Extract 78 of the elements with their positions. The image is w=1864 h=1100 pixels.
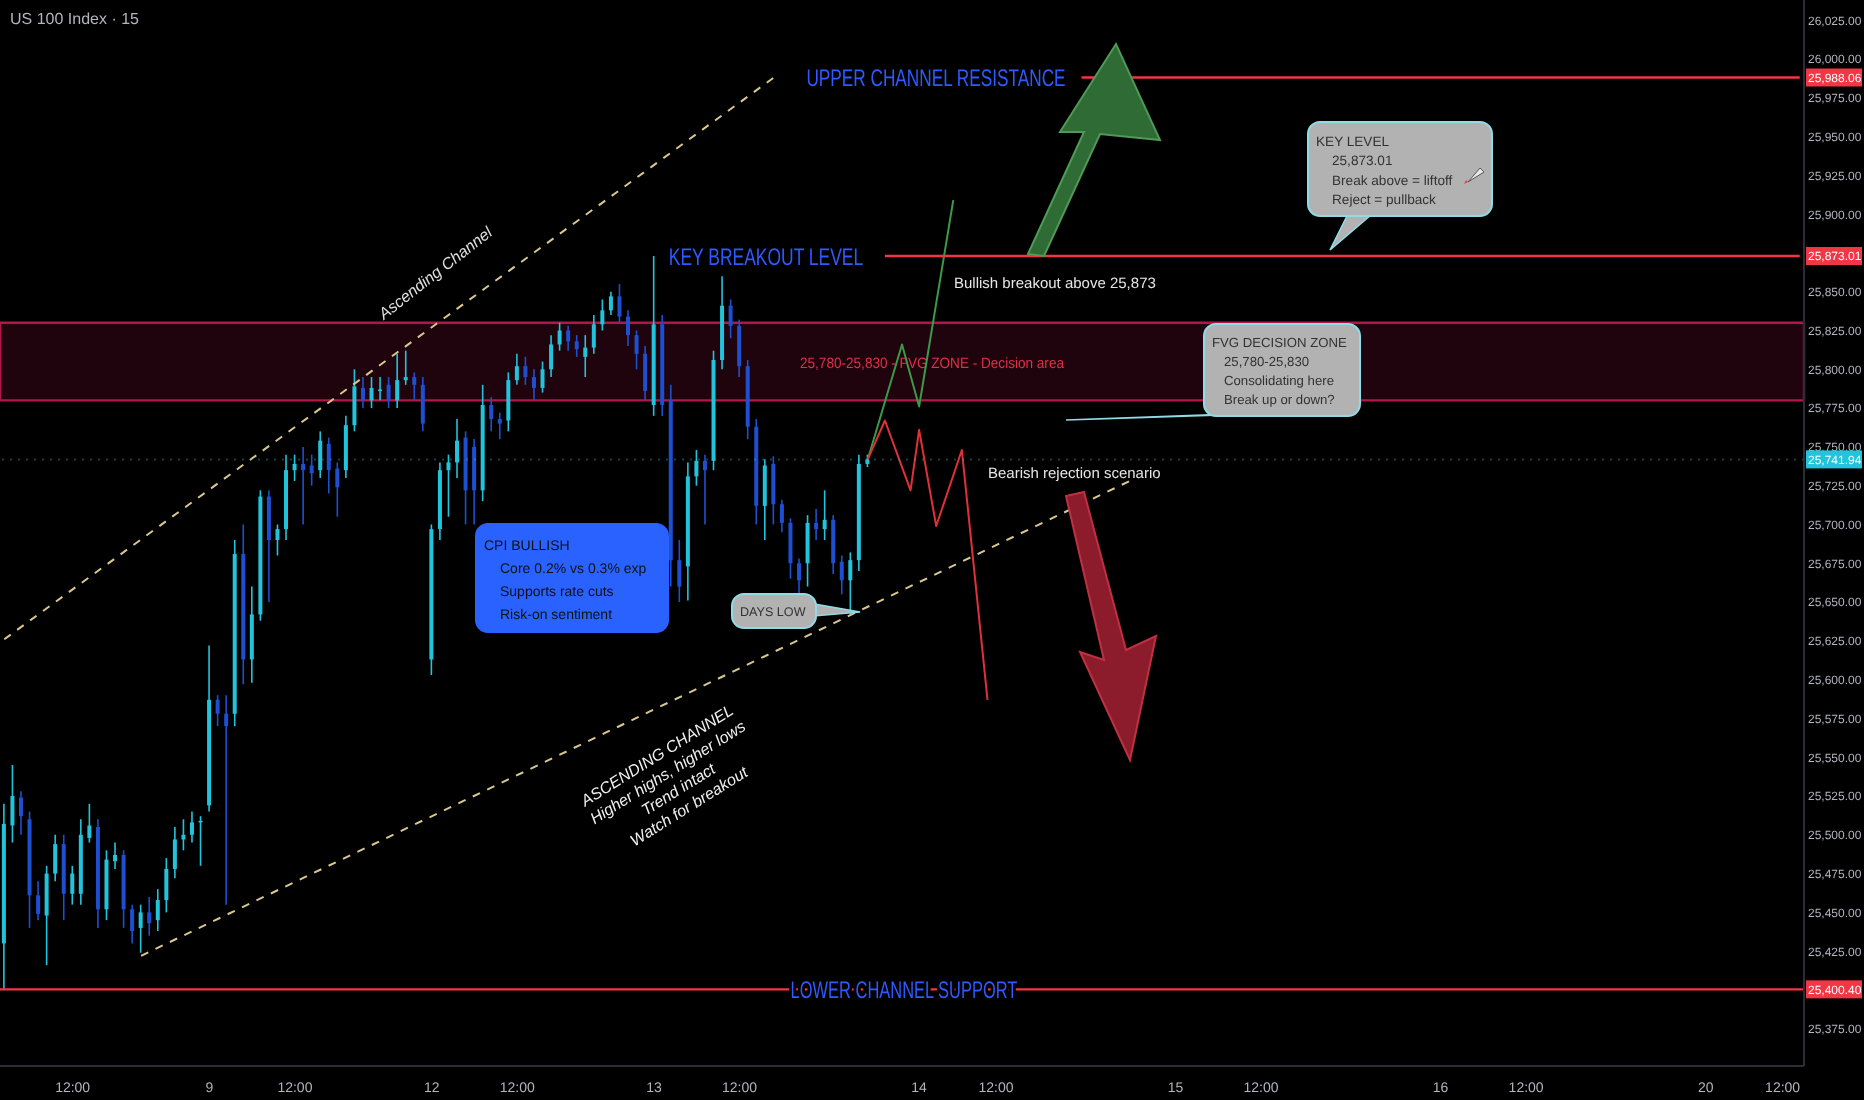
candlestick [309,453,314,487]
candlestick [839,554,844,596]
candlestick [600,298,605,332]
candlestick [369,376,374,409]
ref-line-label: KEY BREAKOUT LEVEL [668,243,937,272]
candlestick [566,325,571,352]
candlestick [164,857,169,914]
candlestick [805,514,810,588]
candlestick [189,810,194,844]
candlestick [583,334,588,378]
candlestick [147,896,152,937]
candlestick [506,371,511,433]
candlestick [420,376,425,433]
candlestick [446,453,451,518]
candlestick [677,539,682,603]
candlestick [224,694,229,906]
candlestick [130,903,135,945]
candlestick [113,841,118,870]
candlestick [737,318,742,378]
ref-line-label: UPPER CHANNEL RESISTANCE [806,64,1168,93]
candlestick [18,790,23,836]
candlestick [378,376,383,402]
candlestick [814,508,819,541]
candlestick [822,489,827,541]
candlestick [360,376,365,409]
candlestick [472,438,477,526]
candlestick [531,368,536,402]
candlestick [514,352,519,386]
candlestick [87,802,92,844]
candlestick [591,314,596,355]
candlestick [848,551,853,616]
candlestick [326,436,331,495]
candlestick [762,458,767,541]
candlestick [292,453,297,482]
candlestick [318,430,323,479]
candlestick [728,298,733,340]
candlestick [540,360,545,394]
line-series [866,419,989,701]
candlestick [335,461,340,518]
candlestick [395,352,400,409]
candlestick [523,356,528,386]
text: US 100 Index · 15 [10,10,141,28]
candlestick [788,517,793,580]
candlestick [70,865,75,906]
candlestick [301,446,306,526]
candlestick [455,418,460,479]
candlestick [266,489,271,603]
candlestick [215,694,220,727]
candlestick [53,834,58,883]
candlestick [557,321,562,352]
candlestick [275,523,280,557]
candlestick [10,764,15,844]
candlestick [386,376,391,409]
candlestick [797,557,802,596]
candlestick [489,396,494,433]
candlestick [634,329,639,371]
candlestick [549,334,554,378]
candlestick [497,411,502,440]
candlestick [574,334,579,358]
candlestick [643,345,648,402]
candlestick [172,826,177,880]
candlestick [702,453,707,526]
candlestick [44,865,49,966]
candlestick [155,888,160,932]
candlestick [352,368,357,433]
candlestick [626,309,631,347]
candlestick [771,455,776,526]
candlestick [249,585,254,684]
candlestick [617,283,622,324]
candlestick [343,415,348,479]
candlestick [403,349,408,386]
candlestick [831,514,836,575]
candlestick [36,880,41,921]
candlestick [412,371,417,402]
candlestick [608,290,613,316]
candlestick [779,498,784,534]
candlestick [138,903,143,954]
candlestick [694,449,699,487]
